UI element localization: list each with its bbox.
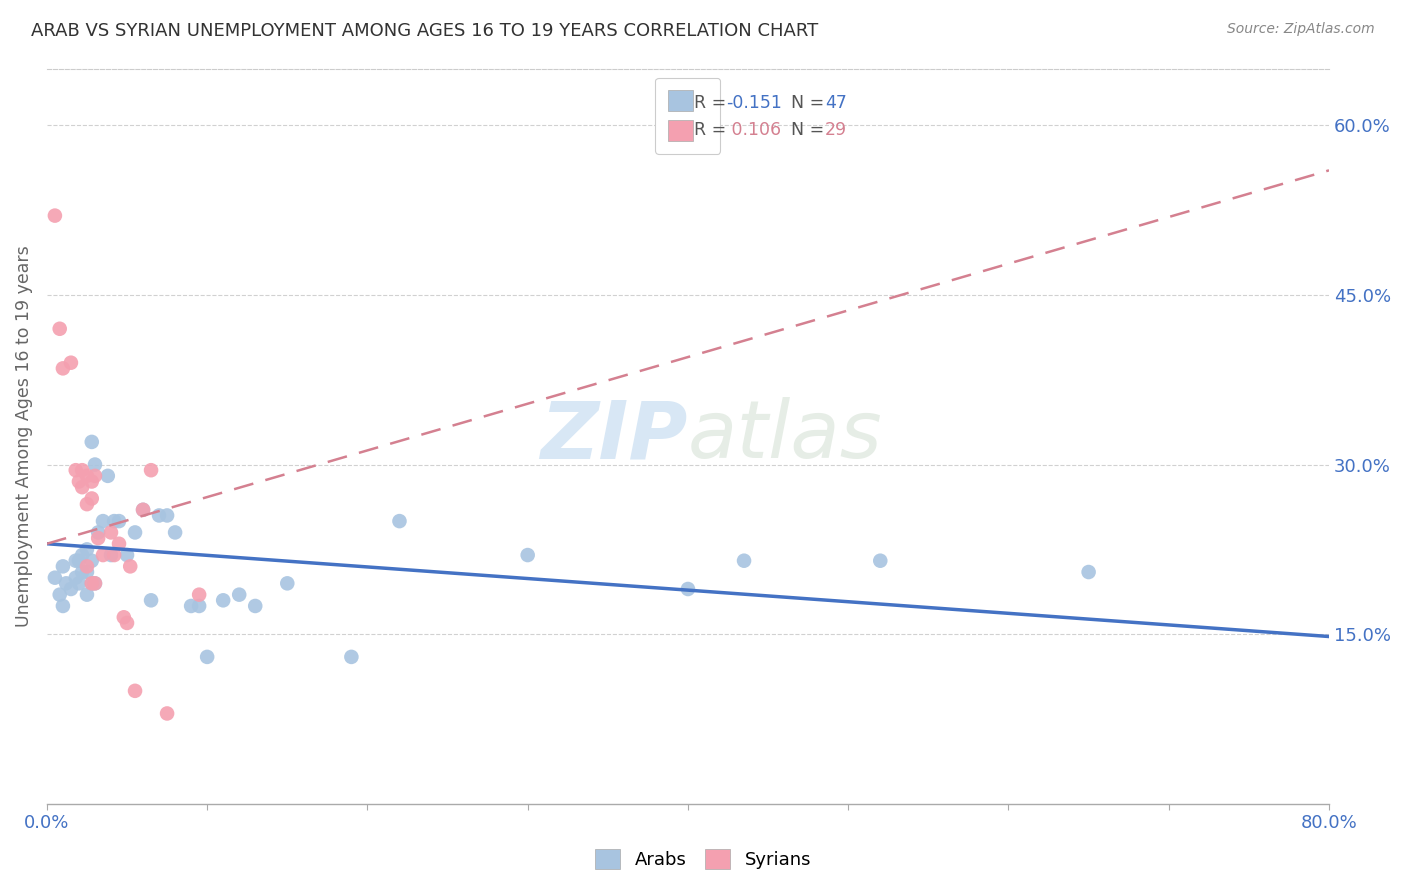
Point	[212, 593, 235, 607]
Point	[67, 475, 90, 489]
Y-axis label: Unemployment Among Ages 16 to 19 years: Unemployment Among Ages 16 to 19 years	[15, 245, 32, 627]
Point	[76, 468, 98, 483]
Point	[48, 588, 70, 602]
Point	[139, 593, 162, 607]
Legend: Arabs, Syrians: Arabs, Syrians	[586, 839, 820, 879]
Point	[103, 548, 125, 562]
Point	[76, 497, 98, 511]
Point	[132, 503, 155, 517]
Point	[91, 514, 114, 528]
Point	[115, 615, 138, 630]
Point	[108, 537, 131, 551]
Point	[132, 503, 155, 517]
Point	[65, 571, 87, 585]
Text: ARAB VS SYRIAN UNEMPLOYMENT AMONG AGES 16 TO 19 YEARS CORRELATION CHART: ARAB VS SYRIAN UNEMPLOYMENT AMONG AGES 1…	[31, 22, 818, 40]
Text: -0.151: -0.151	[727, 95, 782, 112]
Point	[156, 508, 179, 523]
Point	[124, 525, 146, 540]
Point	[516, 548, 538, 562]
Text: atlas: atlas	[688, 397, 883, 475]
Point	[70, 548, 93, 562]
Point	[59, 356, 82, 370]
Point	[44, 209, 66, 223]
Point	[80, 475, 103, 489]
Point	[87, 525, 110, 540]
Point	[65, 463, 87, 477]
Point	[156, 706, 179, 721]
Text: N =: N =	[780, 95, 830, 112]
Point	[108, 514, 131, 528]
Point	[67, 554, 90, 568]
Point	[103, 514, 125, 528]
Point	[84, 576, 107, 591]
Point	[676, 582, 699, 596]
Point	[91, 548, 114, 562]
Point	[112, 610, 135, 624]
Point	[80, 554, 103, 568]
Point	[55, 576, 77, 591]
Point	[120, 559, 142, 574]
Point	[76, 565, 98, 579]
Point	[48, 322, 70, 336]
Point	[52, 361, 75, 376]
Point	[139, 463, 162, 477]
Point	[340, 649, 363, 664]
Text: 47: 47	[825, 95, 846, 112]
Text: Source: ZipAtlas.com: Source: ZipAtlas.com	[1227, 22, 1375, 37]
Point	[70, 463, 93, 477]
Point	[52, 599, 75, 613]
Point	[76, 588, 98, 602]
Point	[276, 576, 298, 591]
Text: ZIP: ZIP	[540, 397, 688, 475]
Point	[188, 599, 211, 613]
Text: R =: R =	[695, 95, 733, 112]
Legend: , : ,	[655, 78, 720, 153]
Point	[124, 683, 146, 698]
Point	[100, 548, 122, 562]
Point	[44, 571, 66, 585]
Point	[84, 576, 107, 591]
Point	[115, 548, 138, 562]
Point	[148, 508, 170, 523]
Point	[97, 468, 120, 483]
Point	[80, 576, 103, 591]
Point	[188, 588, 211, 602]
Point	[80, 434, 103, 449]
Point	[245, 599, 267, 613]
Point	[65, 554, 87, 568]
Point	[195, 649, 218, 664]
Point	[869, 554, 891, 568]
Point	[87, 531, 110, 545]
Point	[84, 458, 107, 472]
Point	[733, 554, 755, 568]
Point	[80, 576, 103, 591]
Point	[52, 559, 75, 574]
Point	[1077, 565, 1099, 579]
Text: 29: 29	[825, 121, 848, 139]
Point	[180, 599, 202, 613]
Point	[100, 525, 122, 540]
Point	[388, 514, 411, 528]
Point	[67, 576, 90, 591]
Point	[70, 480, 93, 494]
Text: R =: R =	[695, 121, 733, 139]
Point	[59, 582, 82, 596]
Point	[70, 565, 93, 579]
Point	[165, 525, 187, 540]
Point	[76, 559, 98, 574]
Text: 0.106: 0.106	[727, 121, 782, 139]
Point	[228, 588, 250, 602]
Point	[80, 491, 103, 506]
Text: N =: N =	[780, 121, 830, 139]
Point	[84, 468, 107, 483]
Point	[76, 542, 98, 557]
